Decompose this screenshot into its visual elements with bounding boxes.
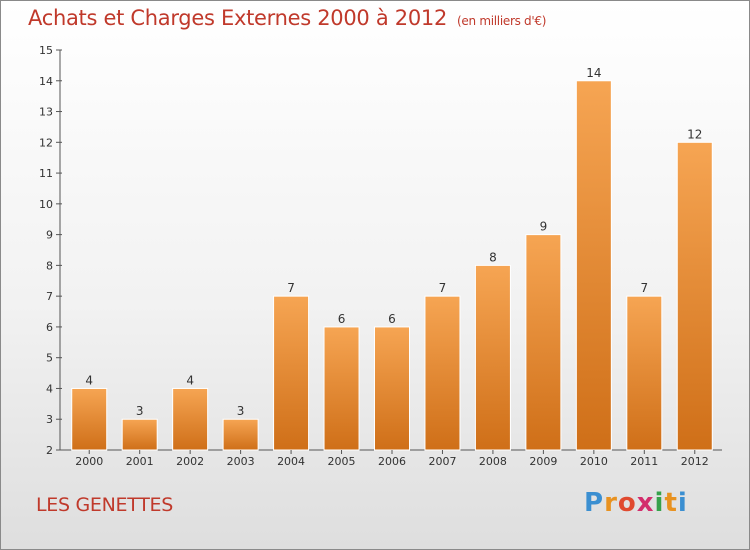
y-tick-label: 15 (39, 44, 53, 57)
data-label: 4 (85, 373, 93, 387)
x-tick-label: 2005 (328, 455, 356, 468)
bar (222, 418, 259, 451)
data-label: 9 (540, 220, 548, 234)
y-tick-label: 5 (46, 352, 53, 365)
bar (626, 295, 663, 451)
bar (323, 326, 360, 451)
bar (273, 295, 310, 451)
chart-title: Achats et Charges Externes 2000 à 2012 (e… (28, 6, 546, 30)
data-label: 8 (489, 250, 497, 264)
bar (121, 418, 158, 451)
logo-letter: r (604, 488, 618, 518)
logo-letter: i (677, 488, 688, 518)
logo-letter: x (636, 488, 655, 518)
bar (474, 264, 511, 451)
x-tick-label: 2008 (479, 455, 507, 468)
commune-name: LES GENETTES (36, 494, 173, 516)
bar (172, 387, 209, 451)
x-tick-label: 2004 (277, 455, 305, 468)
data-label: 3 (237, 404, 245, 418)
x-tick-label: 2001 (126, 455, 154, 468)
y-tick-label: 8 (46, 259, 53, 272)
x-tick-label: 2006 (378, 455, 406, 468)
y-tick-label: 12 (39, 136, 53, 149)
data-label: 6 (338, 312, 346, 326)
x-tick-label: 2012 (681, 455, 709, 468)
data-label: 7 (439, 281, 447, 295)
y-tick-label: 3 (46, 413, 53, 426)
logo-letter: t (664, 488, 678, 518)
logo-letter: i (654, 488, 665, 518)
data-label: 14 (586, 66, 601, 80)
chart-title-text: Achats et Charges Externes 2000 à 2012 (28, 6, 448, 30)
x-tick-label: 2000 (75, 455, 103, 468)
y-tick-label: 11 (39, 167, 53, 180)
data-label: 12 (687, 127, 702, 141)
chart-unit: (en milliers d'€) (457, 14, 547, 28)
y-tick-label: 14 (39, 75, 53, 88)
data-label: 4 (186, 373, 194, 387)
x-tick-label: 2010 (580, 455, 608, 468)
data-label: 3 (136, 404, 144, 418)
y-tick-label: 2 (46, 444, 53, 457)
y-tick-label: 6 (46, 321, 53, 334)
logo-letter: P (584, 488, 605, 518)
bar (575, 80, 612, 451)
x-tick-label: 2009 (529, 455, 557, 468)
x-tick-label: 2003 (227, 455, 255, 468)
bar (71, 387, 108, 451)
logo-letter: o (617, 488, 637, 518)
x-tick-label: 2007 (428, 455, 456, 468)
bar (525, 234, 562, 451)
y-tick-label: 4 (46, 382, 53, 395)
y-tick-label: 9 (46, 229, 53, 242)
y-tick-label: 10 (39, 198, 53, 211)
bar (374, 326, 410, 451)
x-tick-label: 2002 (176, 455, 204, 468)
y-tick-label: 13 (39, 106, 53, 119)
data-label: 7 (640, 281, 648, 295)
proxiti-logo: Proxiti (584, 488, 688, 518)
y-tick-label: 7 (46, 290, 53, 303)
bar (676, 141, 713, 451)
x-tick-label: 2011 (630, 455, 658, 468)
bar (424, 295, 461, 451)
data-label: 7 (287, 281, 295, 295)
data-label: 6 (388, 312, 396, 326)
